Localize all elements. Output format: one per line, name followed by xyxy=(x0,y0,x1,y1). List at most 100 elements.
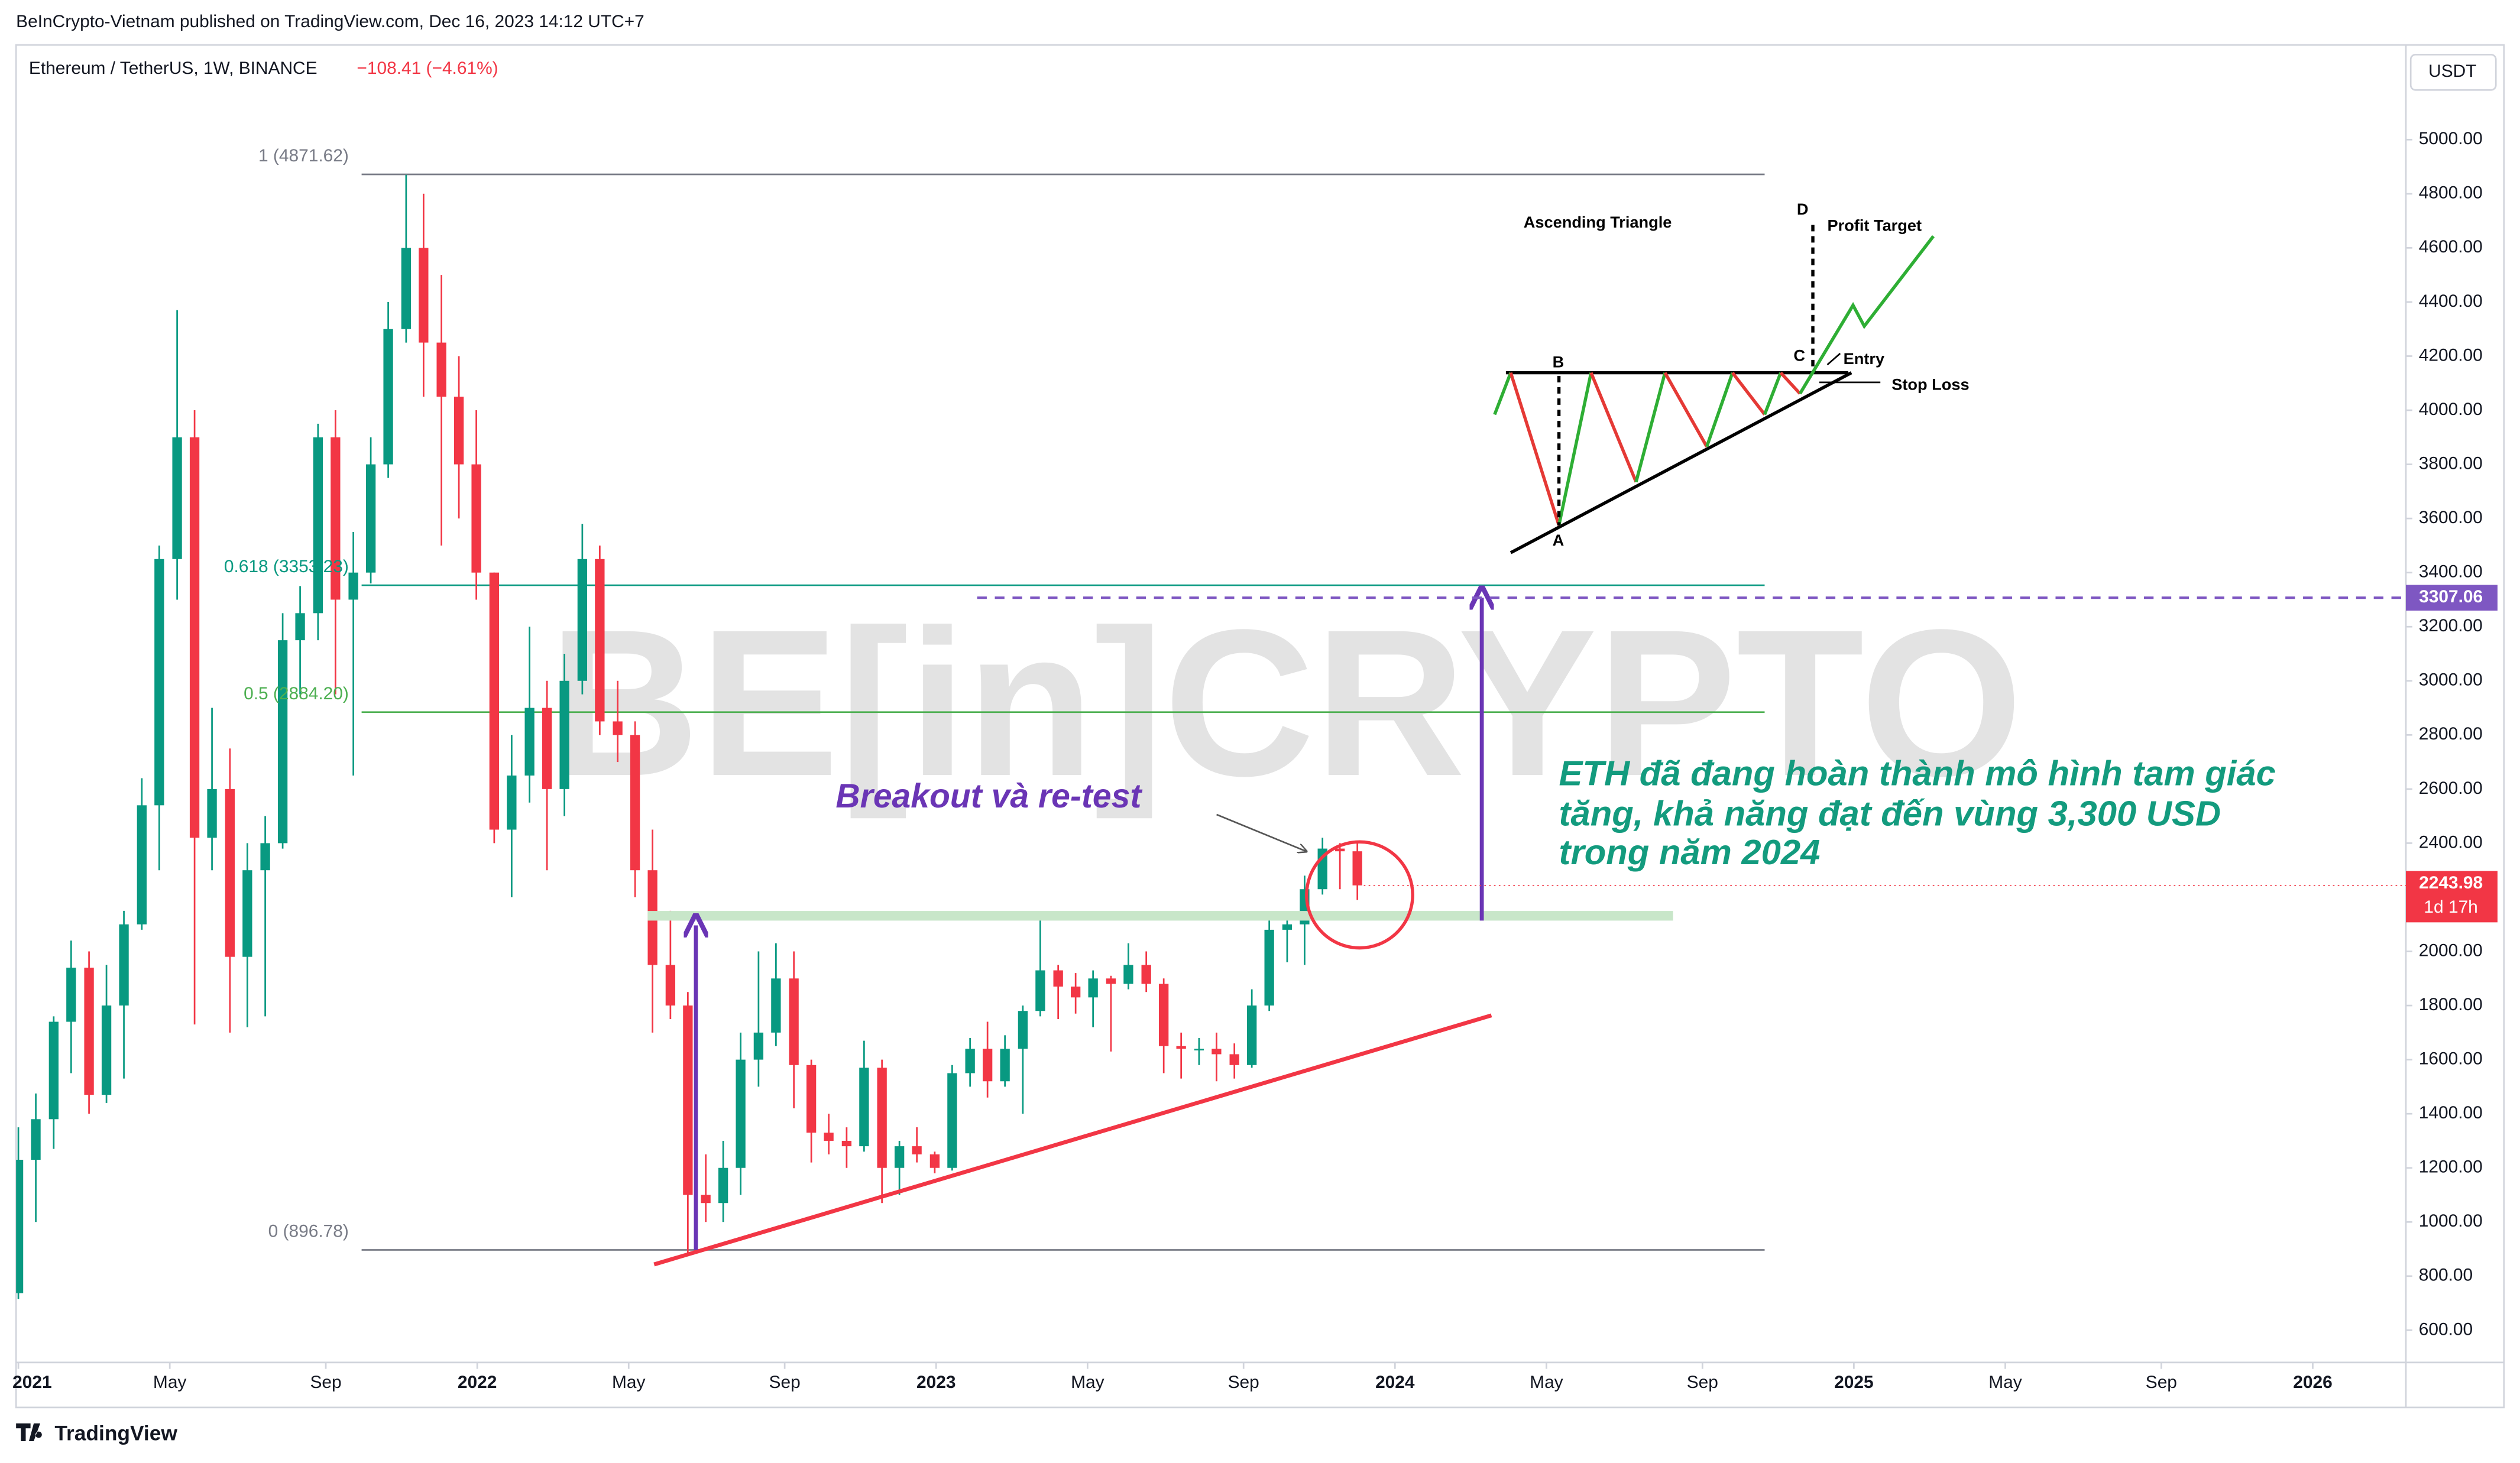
published: BeInCrypto-Vietnam published on TradingV… xyxy=(16,12,644,31)
fib-label: 0.5 (2884.20) xyxy=(244,684,349,703)
y-tick-label: 3800.00 xyxy=(2419,453,2483,473)
candle-body xyxy=(507,775,517,830)
y-tick-label: 4800.00 xyxy=(2419,183,2483,203)
inset-label: C xyxy=(1793,346,1805,365)
zag xyxy=(1509,372,1561,526)
candle-body xyxy=(348,572,358,600)
x-tick-label: Sep xyxy=(310,1373,341,1392)
zig xyxy=(1493,372,1512,416)
candle-body xyxy=(718,1167,728,1204)
candle-body xyxy=(1212,1049,1222,1055)
note-line: trong năm 2024 xyxy=(1559,832,1821,872)
y-tick-label: 2000.00 xyxy=(2419,940,2483,960)
y-tick-label: 5000.00 xyxy=(2419,129,2483,148)
candle-body xyxy=(965,1049,975,1073)
inset-label: D xyxy=(1797,200,1809,218)
brand: TradingView xyxy=(54,1422,177,1445)
candle-body xyxy=(1247,1005,1257,1065)
candle-body xyxy=(1229,1054,1239,1065)
fib-label: 0.618 (3353.23) xyxy=(224,557,349,576)
candle-body xyxy=(189,437,200,838)
inset-label: Stop Loss xyxy=(1891,375,1969,394)
change: −108.41 (−4.61%) xyxy=(357,59,498,78)
candle-body xyxy=(1352,851,1362,885)
zig xyxy=(1763,372,1783,416)
candle-body xyxy=(383,329,393,465)
inset-diagram xyxy=(1493,225,1935,554)
candle-body xyxy=(982,1049,993,1082)
candle-body xyxy=(242,870,252,957)
candle-body xyxy=(947,1073,957,1168)
inset-label: Profit Target xyxy=(1827,216,1922,234)
candle-body xyxy=(806,1065,817,1133)
y-tick-label: 1600.00 xyxy=(2419,1049,2483,1069)
fib-label: 0 (896.78) xyxy=(268,1222,349,1241)
currency[interactable]: USDT xyxy=(2428,61,2476,81)
triangle-base xyxy=(1510,371,1852,554)
candle-body xyxy=(207,789,217,838)
candle-body xyxy=(912,1146,922,1154)
candle-body xyxy=(1159,984,1169,1046)
countdown: 1d 17h xyxy=(2424,897,2477,917)
candle-body xyxy=(277,640,288,844)
candle-body xyxy=(1088,978,1098,998)
resistance-zone xyxy=(647,911,1673,921)
y-tick-label: 4000.00 xyxy=(2419,400,2483,419)
candle-body xyxy=(542,708,552,789)
inset-label: A xyxy=(1553,531,1565,549)
inset-title: Ascending Triangle xyxy=(1524,213,1672,231)
candle-body xyxy=(683,1005,693,1195)
candle-body xyxy=(824,1133,834,1141)
candle-body xyxy=(313,437,323,614)
inset-label: B xyxy=(1553,352,1565,371)
fib-label: 1 (4871.62) xyxy=(258,146,349,166)
inset-label: Entry xyxy=(1844,349,1884,368)
x-tick-label: Sep xyxy=(1687,1373,1718,1392)
breakout-path xyxy=(1798,235,1935,395)
y-tick-label: 2600.00 xyxy=(2419,778,2483,798)
price-tag-label: 2243.98 xyxy=(2419,873,2483,893)
candle-body xyxy=(365,464,376,573)
candle-body xyxy=(295,613,305,641)
y-tick-label: 1200.00 xyxy=(2419,1157,2483,1177)
x-tick-label: Sep xyxy=(2146,1373,2177,1392)
y-tick-label: 2400.00 xyxy=(2419,832,2483,852)
y-tick-label: 1400.00 xyxy=(2419,1103,2483,1123)
candle-body xyxy=(225,789,235,957)
y-tick-label: 3600.00 xyxy=(2419,508,2483,527)
x-tick-label: May xyxy=(1530,1373,1563,1392)
candle-body xyxy=(877,1068,887,1168)
y-tick-label: 1800.00 xyxy=(2419,995,2483,1014)
y-tick-label: 800.00 xyxy=(2419,1266,2473,1285)
candle-body xyxy=(419,248,429,343)
candle-body xyxy=(331,437,341,600)
candle-body xyxy=(1070,987,1081,998)
currency-button[interactable] xyxy=(2409,54,2497,91)
x-tick-label: May xyxy=(1071,1373,1104,1392)
entry-arrow xyxy=(1826,352,1841,366)
candle-body xyxy=(401,248,412,329)
candle-body xyxy=(471,464,481,573)
y-tick-label: 4400.00 xyxy=(2419,291,2483,311)
candle-body xyxy=(929,1154,940,1168)
x-tick-label: May xyxy=(612,1373,646,1392)
support-trendline xyxy=(653,1013,1492,1267)
candle-body xyxy=(789,978,799,1065)
symbol: Ethereum / TetherUS, 1W, BINANCE xyxy=(29,59,318,78)
candle-body xyxy=(630,735,640,871)
x-tick-label: 2025 xyxy=(1834,1373,1873,1392)
y-tick-label: 3200.00 xyxy=(2419,616,2483,635)
candle-body xyxy=(1018,1011,1028,1049)
candle-body xyxy=(665,965,676,1006)
x-tick-label: May xyxy=(1988,1373,2022,1392)
x-tick-label: 2026 xyxy=(2293,1373,2332,1392)
candle-body xyxy=(1335,848,1345,852)
candle-body xyxy=(16,1159,24,1293)
candle-body xyxy=(577,559,588,681)
candle-body xyxy=(1264,929,1274,1006)
candle-body xyxy=(771,978,781,1033)
candle-body xyxy=(1194,1049,1204,1051)
note-line: ETH đã đang hoàn thành mô hình tam giác xyxy=(1559,754,2276,793)
